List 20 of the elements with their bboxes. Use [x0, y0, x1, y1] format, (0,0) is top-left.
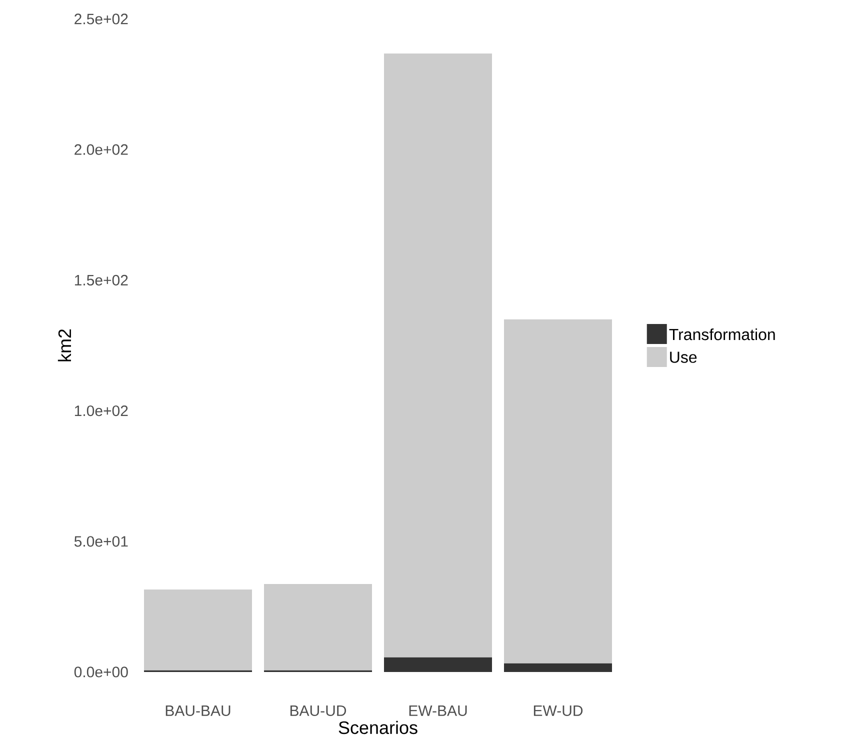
y-axis-title: km2	[58, 329, 71, 362]
x-tick-label: BAU-BAU	[166, 706, 230, 716]
y-tick-label: 0.0e+00	[74, 666, 128, 678]
bar	[504, 319, 612, 664]
bar	[384, 657, 492, 672]
legend-label: Use	[670, 352, 697, 363]
x-axis-title: Scenarios	[338, 720, 418, 734]
x-tick-label: EW-BAU	[409, 706, 467, 716]
x-tick-label: BAU-UD	[290, 706, 346, 716]
y-tick-label: 1.5e+02	[74, 274, 128, 286]
bar	[384, 53, 492, 658]
y-tick-label: 1.0e+02	[74, 405, 128, 416]
y-tick-label: 5.0e+01	[74, 536, 128, 547]
bar	[264, 584, 372, 670]
legend-label: Transformation	[669, 328, 775, 340]
y-tick-label: 2.0e+02	[74, 144, 128, 155]
y-tick-label: 2.5e+02	[74, 14, 128, 24]
bar	[144, 589, 252, 670]
x-tick-label: EW-UD	[534, 706, 583, 716]
bar	[504, 663, 612, 672]
